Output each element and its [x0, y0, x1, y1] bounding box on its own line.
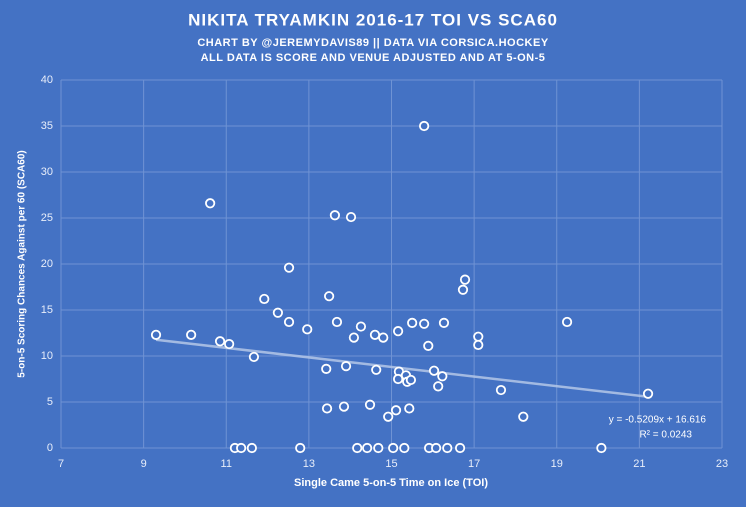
point — [246, 442, 257, 454]
point — [355, 321, 367, 332]
point — [442, 442, 453, 454]
point — [295, 442, 306, 454]
point — [352, 442, 363, 454]
point — [331, 316, 343, 328]
trendline-r2: R² = 0.0243 — [639, 430, 692, 441]
x-tick-label: 9 — [141, 458, 147, 470]
point — [378, 332, 389, 343]
y-tick-label: 40 — [41, 74, 53, 86]
point — [454, 442, 466, 454]
x-tick-label: 7 — [58, 458, 64, 470]
point — [371, 364, 382, 375]
point — [283, 262, 295, 273]
point — [345, 211, 357, 223]
point — [338, 401, 350, 412]
y-tick-label: 25 — [41, 212, 53, 224]
point — [321, 363, 332, 374]
point — [373, 442, 384, 454]
point — [362, 442, 373, 454]
point — [431, 442, 442, 454]
point — [259, 293, 270, 305]
point — [302, 324, 313, 335]
point — [224, 338, 235, 350]
point — [150, 329, 162, 340]
x-tick-label: 15 — [385, 458, 397, 470]
point — [473, 331, 484, 342]
point — [433, 381, 444, 392]
point — [419, 120, 430, 132]
point — [459, 274, 471, 285]
point — [214, 336, 226, 347]
chart-subtitle: ALL DATA IS SCORE AND VENUE ADJUSTED AND… — [201, 52, 546, 64]
point — [388, 442, 399, 454]
point — [419, 318, 430, 329]
point — [596, 442, 607, 454]
point — [236, 442, 247, 454]
y-tick-label: 10 — [41, 350, 53, 362]
y-tick-label: 20 — [41, 258, 53, 270]
point — [438, 317, 450, 328]
point — [248, 351, 260, 363]
point — [283, 316, 295, 328]
point — [348, 332, 360, 343]
x-tick-label: 19 — [551, 458, 563, 470]
y-tick-label: 15 — [41, 304, 53, 316]
x-tick-label: 23 — [716, 458, 728, 470]
x-tick-label: 11 — [221, 458, 232, 470]
point — [205, 198, 216, 209]
point — [364, 399, 376, 410]
point — [399, 442, 410, 454]
point — [393, 373, 404, 385]
point — [340, 361, 352, 372]
point — [561, 316, 573, 328]
point — [390, 405, 402, 416]
point — [457, 284, 469, 295]
point — [428, 365, 440, 376]
y-tick-label: 30 — [41, 166, 53, 178]
point — [437, 371, 448, 382]
point — [329, 210, 341, 221]
x-axis-title: Single Came 5-on-5 Time on Ice (TOI) — [294, 477, 488, 489]
point — [324, 291, 335, 302]
y-tick-label: 35 — [41, 120, 53, 132]
y-tick-label: 0 — [47, 442, 53, 454]
point — [495, 384, 507, 396]
point — [473, 339, 484, 351]
point — [393, 326, 404, 337]
point — [423, 340, 434, 351]
point — [383, 411, 394, 422]
point — [321, 403, 333, 414]
x-tick-label: 13 — [303, 458, 315, 470]
x-tick-label: 17 — [468, 458, 480, 470]
x-tick-label: 21 — [633, 458, 645, 470]
point — [642, 388, 654, 399]
point — [369, 329, 381, 340]
point — [518, 411, 529, 422]
point — [404, 403, 415, 414]
point — [405, 374, 417, 386]
y-tick-label: 5 — [47, 396, 53, 408]
point — [272, 307, 283, 318]
y-axis-title: 5-on-5 Scoring Chances Against per 60 (S… — [17, 150, 28, 377]
point — [186, 329, 197, 340]
point — [407, 317, 418, 328]
chart-title: NIKITA TRYAMKIN 2016-17 TOI VS SCA60 — [188, 10, 558, 29]
trendline-equation: y = -0.5209x + 16.616 — [609, 415, 707, 426]
chart-subtitle: CHART BY @JEREMYDAVIS89 || DATA VIA CORS… — [197, 37, 549, 49]
